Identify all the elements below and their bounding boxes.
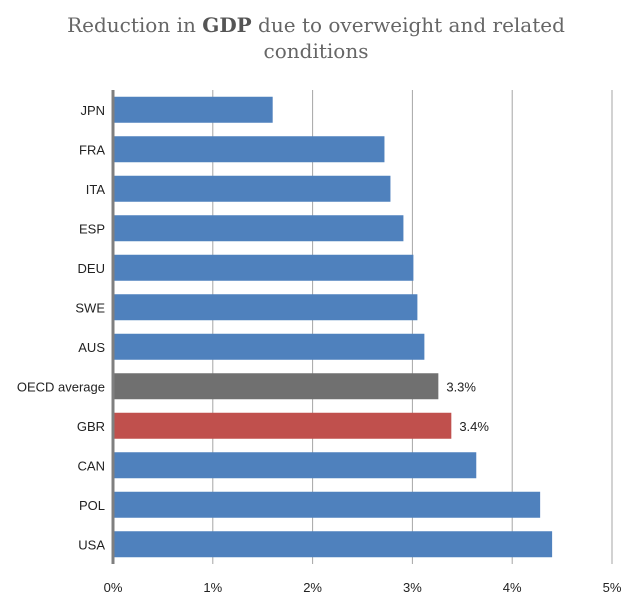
title-part-2: due to overweight and related: [251, 13, 565, 37]
category-label: ITA: [86, 182, 106, 197]
bar: [113, 531, 553, 558]
category-label: USA: [78, 537, 105, 552]
bar: [113, 333, 425, 360]
x-tick-label: 3%: [403, 580, 422, 595]
category-label: CAN: [78, 458, 105, 473]
bar: [113, 412, 452, 439]
bar: [113, 254, 414, 281]
bar: [113, 294, 418, 321]
category-label: GBR: [77, 419, 105, 434]
title-part-3: conditions: [263, 39, 369, 63]
category-label: AUS: [78, 340, 105, 355]
data-label: 3.4%: [459, 419, 489, 434]
category-label: FRA: [79, 142, 105, 157]
bars: [113, 96, 553, 558]
category-label: OECD average: [17, 379, 105, 394]
chart-title: Reduction in GDP due to overweight and r…: [0, 12, 632, 64]
category-label: JPN: [80, 103, 105, 118]
x-tick-label: 4%: [503, 580, 522, 595]
category-label: POL: [79, 498, 105, 513]
category-label: ESP: [79, 221, 105, 236]
data-label: 3.3%: [446, 379, 476, 394]
bar: [113, 175, 391, 202]
x-tick-label: 2%: [303, 580, 322, 595]
title-emphasis: GDP: [202, 13, 252, 37]
gridlines: [212, 90, 613, 564]
bar: [113, 215, 404, 242]
bar: [113, 96, 273, 123]
bar: [113, 373, 439, 400]
category-label: DEU: [78, 261, 105, 276]
category-label: SWE: [75, 300, 105, 315]
x-tick-label: 5%: [603, 580, 622, 595]
title-part-1: Reduction in: [67, 13, 203, 37]
bar: [113, 452, 477, 479]
labels: 0% 1% 2% 3% 4% 5% JPN FRA ITA ESP DEU SWE AUS OECD av…: [17, 103, 622, 595]
bar: [113, 491, 541, 518]
bar: [113, 136, 385, 163]
x-tick-label: 1%: [203, 580, 222, 595]
x-tick-label: 0%: [104, 580, 123, 595]
